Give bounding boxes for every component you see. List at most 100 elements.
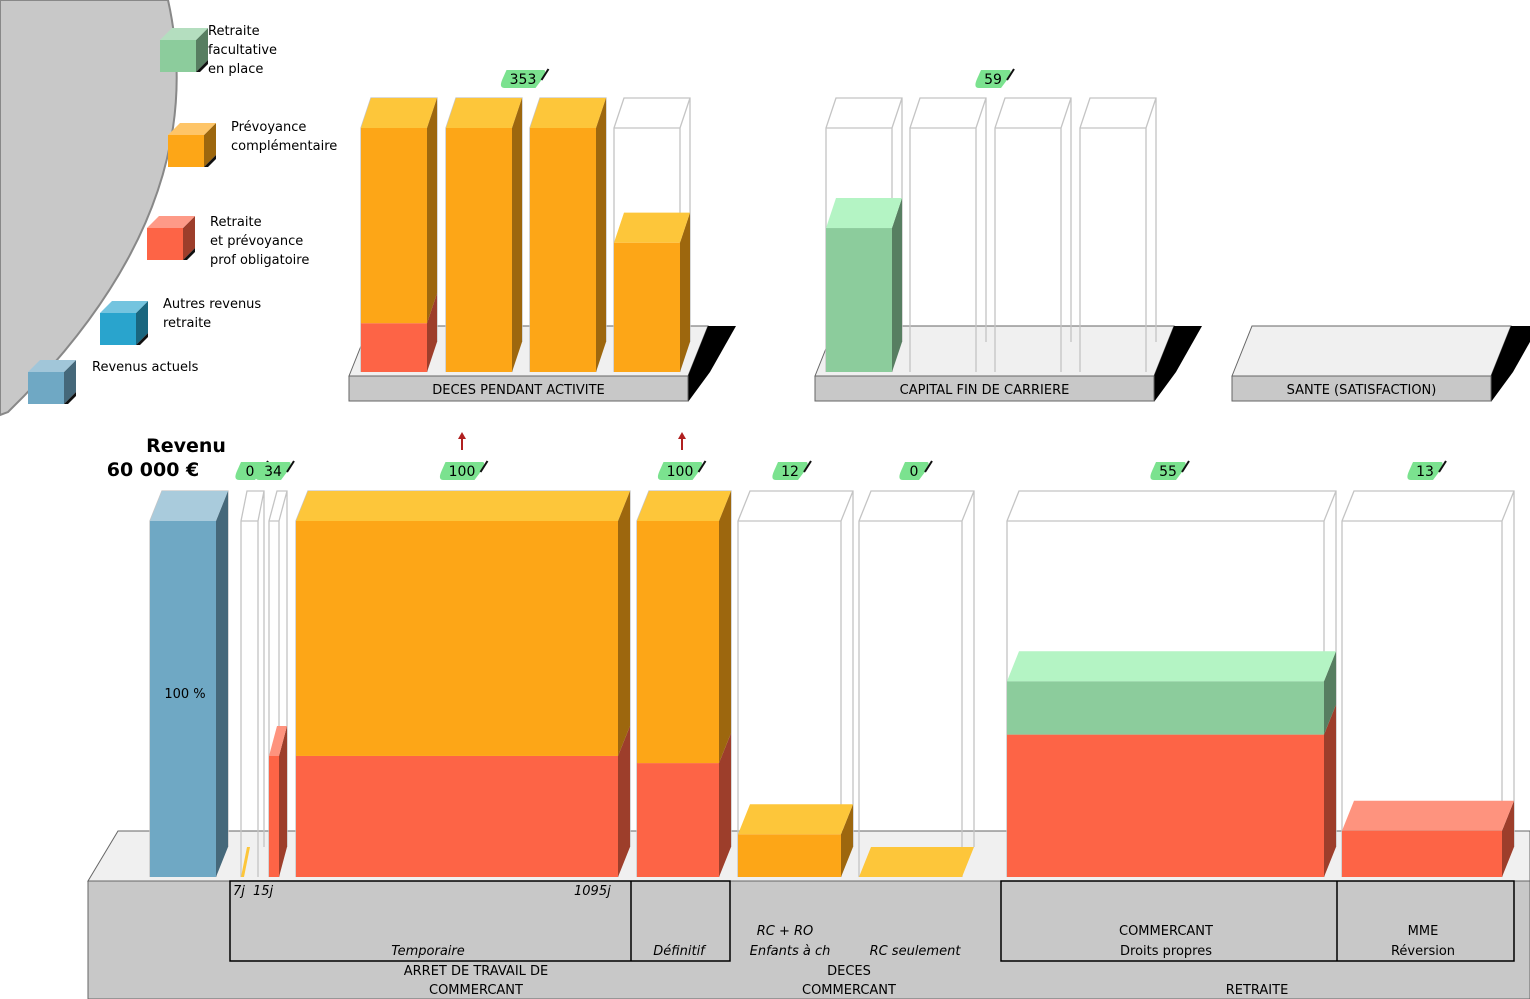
green-cube-icon-cube-top <box>160 28 208 40</box>
bottom-bar-5-floor <box>859 847 974 877</box>
top-bar-0-0-s0 <box>361 293 437 372</box>
label-droits-propres: Droits propres <box>1120 944 1212 959</box>
blue-cube-icon-cube-front <box>28 372 64 404</box>
top-badge-1-shape <box>975 70 1011 88</box>
blue-cube-icon-cube-side <box>64 360 76 404</box>
top-bar-frame-1-3 <box>1079 97 1157 372</box>
top-bar-0-1-s1 <box>446 98 522 372</box>
bottom-badge-7: 13 <box>1407 460 1447 480</box>
top-bar-1-0-s0 <box>826 198 902 372</box>
legend-wheel <box>0 0 178 417</box>
bottom-bar-6-s0-front <box>1007 734 1324 877</box>
top-badge-1: 59 <box>975 68 1015 88</box>
bottom-bar-frame-0 <box>240 490 265 877</box>
bottom-bar-6-s1-top <box>1007 651 1336 682</box>
bottom-badge-0-text: 0 <box>246 464 255 480</box>
top-badge-0: 353 <box>500 68 550 88</box>
bottom-badge-2-shape <box>439 462 485 480</box>
legend-label-0-0: Retraite <box>208 24 260 39</box>
bottom-badge-7-text: 13 <box>1416 464 1434 480</box>
green-cube-icon-cube-front <box>160 40 196 72</box>
bottom-badge-1: 34 <box>255 460 295 480</box>
top-bar-frame-1-1 <box>909 97 987 372</box>
bottom-bar-1-s0-front <box>269 755 279 877</box>
teal-cube-icon-cube-side <box>136 301 148 345</box>
top-bar-0-0-s1-side <box>427 98 437 324</box>
legend-label-2-2: prof obligatoire <box>210 253 309 268</box>
bottom-bar-2-s0 <box>296 725 630 877</box>
red-cube-icon-cube <box>147 216 195 260</box>
bottom-bar-6-s1 <box>1007 651 1336 735</box>
top-bar-0-1-s1-front <box>446 128 512 372</box>
bottom-badge-2-shadow <box>479 460 489 473</box>
bottom-bar-7-s0-front <box>1342 830 1502 877</box>
top-bar-0-0-s1-front <box>361 128 427 324</box>
bottom-bar-1-s0-side <box>279 725 287 877</box>
platform-label-2: SANTE (SATISFACTION) <box>1287 383 1437 398</box>
bottom-badge-2-text: 100 <box>449 464 476 480</box>
top-bar-0-2-s1-top <box>530 98 606 128</box>
legend-label-2-0: Retraite <box>210 215 262 230</box>
legend-label-2-1: et prévoyance <box>210 234 303 249</box>
top-badge-0-text: 353 <box>510 72 537 88</box>
top-bar-frame-1-2 <box>994 97 1072 372</box>
red-cube-icon-cube-front <box>147 228 183 260</box>
blue-cube-icon <box>28 360 76 404</box>
bracket-arret <box>229 880 731 962</box>
bottom-bar-3-s1 <box>637 491 731 764</box>
orange-cube-icon-cube-top <box>168 123 216 135</box>
teal-cube-icon-cube-front <box>100 313 136 345</box>
up-arrow-icon-definitif <box>678 432 686 450</box>
label-commercant: COMMERCANT <box>1119 924 1213 939</box>
label-rc-ro: RC + RO <box>757 924 814 939</box>
label-enfants: Enfants à ch <box>750 944 831 959</box>
legend-label-0-2: en place <box>208 62 263 77</box>
top-platforms: DECES PENDANT ACTIVITE CAPITAL FIN DE CAR… <box>348 325 1530 402</box>
bottom-bar-7-s0-top <box>1342 800 1514 831</box>
revenue-title: Revenu <box>146 435 226 457</box>
bottom-bar-3-s0-front <box>637 763 719 877</box>
green-cube-icon-cube-side <box>196 28 208 72</box>
label-arret-line1: ARRET DE TRAVAIL DE <box>404 964 549 979</box>
bottom-bar-6-s0 <box>1007 704 1336 877</box>
top-bar-0-0-s1 <box>361 98 437 324</box>
top-bar-0-1-s1-side <box>512 98 522 372</box>
top-bars: 353 59 <box>360 68 1157 372</box>
bottom-bar-1-s0-top <box>269 725 287 756</box>
blue-cube-icon-cube <box>28 360 76 404</box>
day-mark-15j: 15j <box>253 884 274 899</box>
bracket-retraite <box>1000 880 1515 962</box>
revenue-bar-top <box>150 491 228 521</box>
bottom-bar-0-floor <box>241 847 250 877</box>
top-bar-0-2-s1-side <box>596 98 606 372</box>
bottom-bar-3-s0-side <box>719 733 731 877</box>
bottom-badge-7-shadow <box>1438 460 1447 473</box>
bottom-bar-3-s1-top <box>637 491 731 521</box>
bottom-badge-3-shape <box>657 462 703 480</box>
top-bar-0-0-s0-front <box>361 323 427 372</box>
label-definitif: Définitif <box>653 944 707 959</box>
bottom-badge-4-text: 12 <box>781 464 799 480</box>
bottom-badge-5: 0 <box>899 460 933 480</box>
bottom-platform-front <box>87 880 1530 999</box>
bottom-bar-4-s0-front <box>738 834 841 877</box>
platform-label-1: CAPITAL FIN DE CARRIERE <box>900 383 1070 398</box>
teal-cube-icon-cube-top <box>100 301 148 313</box>
platform-label-0: DECES PENDANT ACTIVITE <box>432 383 605 398</box>
bottom-bar-2-s0-front <box>296 755 618 877</box>
legend-label-1-1: complémentaire <box>231 139 337 154</box>
bottom-bar-1-s0 <box>269 725 287 877</box>
red-cube-icon-cube-side <box>183 216 195 260</box>
bottom-badge-3-text: 100 <box>667 464 694 480</box>
bottom-badge-2: 100 <box>439 460 489 480</box>
label-reversion: Réversion <box>1391 944 1455 959</box>
bottom-badge-4-shadow <box>803 460 812 473</box>
legend-label-1-0: Prévoyance <box>231 120 306 135</box>
bottom-bar-frame-5 <box>858 490 975 877</box>
blue-cube-icon-cube-top <box>28 360 76 372</box>
bottom-badge-4: 12 <box>772 460 812 480</box>
up-arrow-icon-temporaire <box>458 432 466 450</box>
bottom-bar-6-s0-side <box>1324 704 1336 877</box>
bottom-bar-3-s1-front <box>637 521 719 764</box>
